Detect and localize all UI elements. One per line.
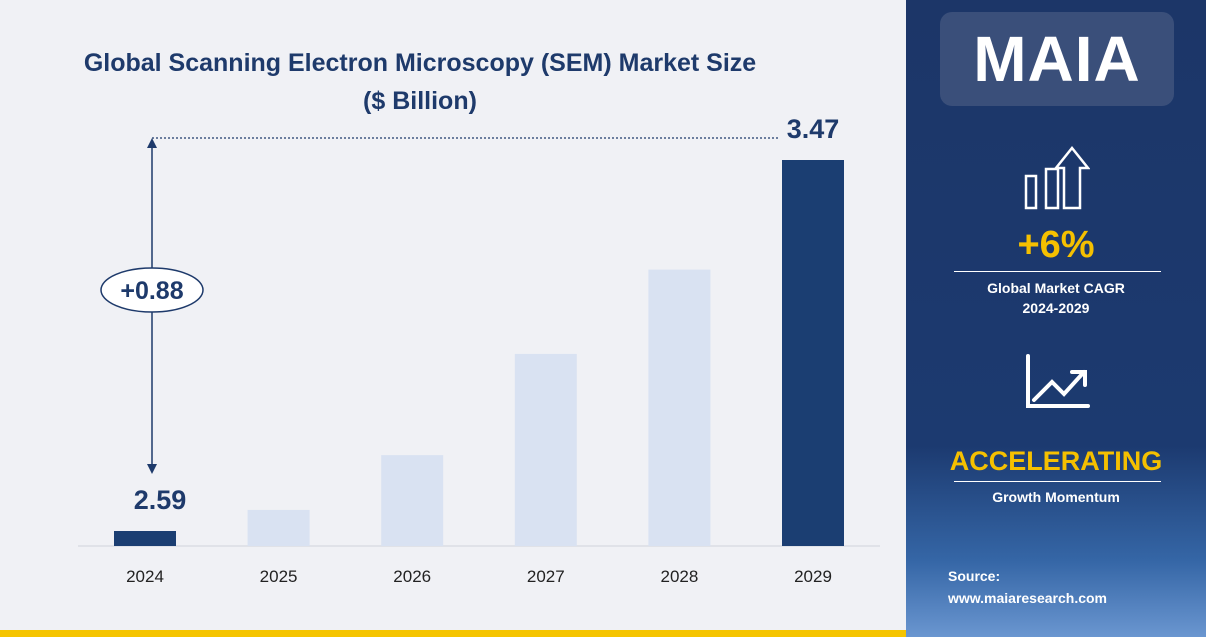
data-label-2029: 3.47: [787, 114, 840, 144]
divider: [954, 481, 1161, 482]
bar-2027: [514, 353, 577, 546]
x-tick-label: 2029: [794, 567, 832, 586]
source-link[interactable]: www.maiaresearch.com: [948, 590, 1108, 606]
arrow-head-up: [147, 138, 157, 148]
subtitle-text: ($ Billion): [363, 87, 477, 115]
source: Source: www.maiaresearch.com: [948, 565, 1107, 609]
x-tick-label: 2025: [260, 567, 298, 586]
cagr-period: 2024-2029: [1022, 300, 1090, 316]
bar-2026: [381, 455, 444, 546]
bar-2029: [782, 160, 844, 546]
chart-title: Global Scanning Electron Microscopy (SEM…: [20, 44, 820, 120]
line-chart-trend-up-icon: [1026, 354, 1090, 408]
cagr-value: +6%: [1017, 224, 1095, 266]
sidebar: MAIA +6% Global Market CAGR 2024-2029 AC…: [906, 0, 1206, 637]
cagr-label: Global Market CAGR: [987, 280, 1125, 296]
maia-logo: MAIA: [940, 12, 1174, 106]
x-tick-label: 2027: [527, 567, 565, 586]
bar-2025: [247, 509, 310, 546]
chart-panel: Global Scanning Electron Microscopy (SEM…: [0, 44, 906, 637]
bar-2024: [114, 531, 176, 546]
x-tick-label: 2026: [393, 567, 431, 586]
bar-chart: 2024 2.59 2025 2026 2027 2028 2029 3.47 +0.88: [78, 114, 880, 586]
data-label-2024: 2.59: [134, 485, 187, 515]
title-text: Global Scanning Electron Microscopy (SEM…: [83, 49, 757, 77]
x-tick-label: 2028: [660, 567, 698, 586]
momentum-label: Growth Momentum: [992, 489, 1120, 505]
accent-strip: [0, 630, 906, 637]
annotation-text: +0.88: [120, 277, 183, 305]
annotation-bubble: [100, 267, 204, 313]
divider: [954, 271, 1161, 272]
source-label: Source:: [948, 568, 1001, 584]
x-tick-label: 2024: [126, 567, 164, 586]
bar-chart-arrow-up-icon: [1024, 146, 1090, 210]
bar-2028: [648, 269, 711, 546]
arrow-head-down: [147, 464, 157, 474]
momentum-value: ACCELERATING: [949, 446, 1163, 476]
